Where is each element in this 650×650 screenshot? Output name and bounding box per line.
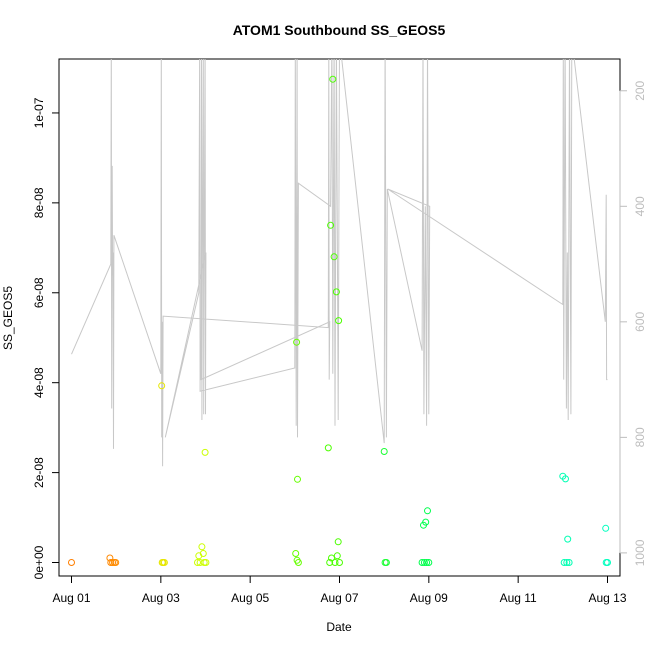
y-tick-label: 4e-08 [32, 367, 46, 398]
data-point [422, 518, 430, 526]
data-point [202, 559, 210, 566]
data-point [560, 559, 568, 566]
secondary-y-axis: 200 400 600 800 1000 [619, 80, 647, 566]
data-points-layer [68, 75, 611, 566]
x-tick-label: Aug 13 [588, 591, 626, 605]
y-tick-label: 8e-08 [32, 187, 46, 218]
data-point [423, 559, 431, 566]
y-tick-label: 6e-08 [32, 277, 46, 308]
data-point [425, 559, 433, 566]
x-tick-label: Aug 01 [52, 591, 90, 605]
x-tick-label: Aug 11 [500, 591, 537, 605]
data-point [201, 448, 209, 456]
data-point [198, 543, 206, 551]
x-tick-label: Aug 09 [410, 591, 448, 605]
data-point [333, 552, 341, 560]
y2-tick-label: 600 [633, 312, 647, 332]
y-axis-label: SS_GEOS5 [1, 286, 15, 350]
y2-tick-label: 1000 [633, 539, 647, 566]
data-point [324, 444, 332, 452]
data-point [158, 382, 166, 390]
y2-tick-label: 400 [633, 196, 647, 216]
data-point [382, 559, 390, 566]
data-point [332, 288, 340, 296]
data-point [424, 507, 431, 515]
y2-tick-label: 800 [633, 427, 647, 447]
data-point [329, 75, 337, 83]
data-point [199, 550, 207, 557]
data-point [563, 559, 571, 566]
pressure-line [71, 59, 608, 467]
data-point [562, 475, 569, 483]
data-point [604, 559, 611, 566]
data-point [602, 524, 610, 532]
data-point [294, 559, 302, 566]
data-point [294, 475, 301, 483]
data-point [380, 448, 388, 455]
data-point [328, 554, 335, 562]
data-point [112, 559, 120, 566]
data-point [330, 253, 338, 261]
y-tick-label: 1e-07 [32, 97, 46, 128]
data-point [194, 559, 201, 566]
data-point [331, 559, 339, 566]
data-point [68, 559, 75, 566]
x-axis: Aug 01 Aug 03 Aug 05 Aug 07 Aug 09 Aug 11 Aug … [52, 575, 627, 605]
y-tick-label: 0e+00 [32, 545, 46, 579]
data-point [160, 559, 168, 566]
data-point [293, 338, 301, 346]
data-point [336, 559, 343, 566]
x-tick-label: Aug 07 [320, 591, 358, 605]
x-tick-label: Aug 05 [231, 591, 269, 605]
y-tick-label: 2e-08 [32, 457, 46, 488]
pressure-line-layer [71, 59, 608, 467]
chart-title: ATOM1 Southbound SS_GEOS5 [233, 22, 446, 38]
data-point [327, 221, 335, 229]
y-axis: 0e+00 2e-08 4e-08 6e-08 8e-08 1e-07 [32, 97, 60, 579]
x-tick-label: Aug 03 [142, 591, 180, 605]
data-point [292, 550, 300, 557]
data-point [418, 559, 426, 566]
data-point [564, 535, 572, 543]
data-point [326, 559, 334, 566]
y2-tick-label: 200 [633, 80, 647, 100]
data-point [334, 538, 342, 546]
x-axis-label: Date [326, 620, 352, 634]
data-point [335, 317, 343, 325]
data-point [565, 559, 573, 566]
data-point [420, 559, 428, 566]
